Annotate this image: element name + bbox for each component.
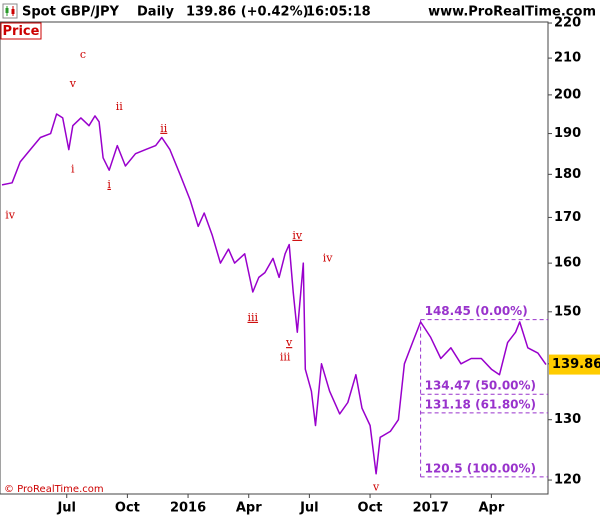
wave-label: ii: [160, 122, 168, 135]
y-tick-label: 210: [554, 51, 581, 66]
x-tick-label: Oct: [115, 501, 140, 516]
period: Daily: [137, 5, 174, 20]
panel-label-box: [0, 22, 42, 40]
price-line: [1, 113, 547, 475]
wave-label: iv: [323, 251, 334, 264]
x-tick-label: 2017: [413, 501, 449, 516]
fib-label: 134.47 (50.00%): [425, 379, 536, 393]
x-tick-label: Jul: [299, 501, 319, 516]
fib-label: 120.5 (100.00%): [425, 461, 536, 475]
logo-icon: [2, 3, 18, 19]
copyright: © ProRealTime.com: [4, 484, 104, 495]
change: 139.86 (+0.42%): [186, 5, 309, 20]
wave-label: i: [71, 163, 75, 176]
wave-label: ii: [116, 100, 124, 113]
symbol: Spot GBP/JPY: [22, 5, 120, 20]
wave-label: v: [372, 481, 380, 494]
time: 16:05:18: [306, 5, 371, 20]
y-tick-label: 120: [554, 473, 581, 488]
x-tick-label: Oct: [358, 501, 383, 516]
y-tick-label: 150: [554, 304, 581, 319]
y-tick-label: 200: [554, 87, 581, 102]
wave-label: iii: [280, 350, 291, 363]
y-tick-label: 130: [554, 412, 581, 427]
wave-label: c: [80, 48, 86, 61]
plot-frame: [0, 21, 549, 495]
y-tick-label: 190: [554, 126, 581, 141]
site: www.ProRealTime.com: [428, 5, 596, 20]
y-tick-label: 160: [554, 256, 581, 271]
y-tick-label: 180: [554, 167, 581, 182]
last-price-label: 139.86: [552, 357, 600, 372]
wave-label: v: [285, 336, 293, 349]
fib-label: 148.45 (0.00%): [425, 304, 528, 318]
x-tick-label: Apr: [478, 501, 504, 516]
x-tick-label: Jul: [56, 501, 76, 516]
wave-label: v: [69, 77, 77, 90]
y-tick-label: 170: [554, 210, 581, 225]
y-tick-label: 220: [554, 16, 581, 31]
fib-label: 131.18 (61.80%): [425, 397, 536, 411]
wave-label: iii: [247, 311, 258, 324]
x-tick-label: 2016: [170, 501, 206, 516]
panel-label: Price: [3, 24, 40, 39]
last-price-box: [549, 354, 600, 375]
x-tick-label: Apr: [236, 501, 262, 516]
wave-label: i: [107, 178, 111, 191]
wave-label: iv: [5, 209, 16, 222]
wave-label: iv: [292, 229, 303, 242]
